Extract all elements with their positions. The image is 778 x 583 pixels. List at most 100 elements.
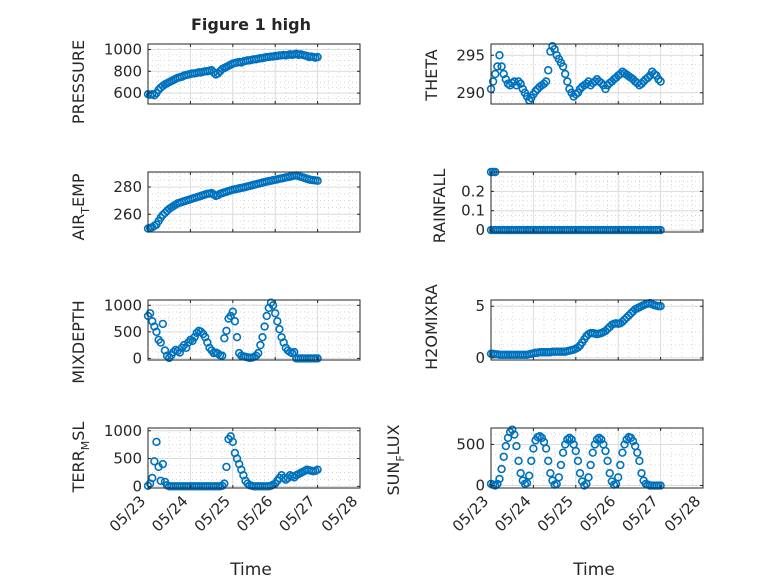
data-point-mixdepth (175, 348, 185, 357)
ylabel-terr-msl: TERRMSL (69, 422, 92, 494)
axes-frame-sun-flux (490, 427, 704, 489)
data-point-mixdepth (218, 351, 227, 360)
data-point-mixdepth (222, 326, 231, 335)
data-point-pressure (313, 52, 322, 62)
data-point-theta (654, 75, 663, 84)
data-point-sun-flux (516, 469, 525, 478)
data-point-mixdepth (152, 327, 161, 337)
data-point-theta (514, 77, 523, 86)
data-point-mixdepth (196, 327, 206, 337)
data-point-terr-msl (218, 481, 227, 490)
data-point-air-temp (313, 176, 322, 185)
ylabel-sun-flux-part2: LUX (384, 424, 403, 455)
data-point-theta (544, 66, 553, 75)
data-point-mixdepth (258, 332, 267, 342)
data-point-mixdepth (256, 340, 265, 350)
y-tick-label: 800 (113, 62, 142, 80)
data-point-h2omixra (620, 315, 629, 324)
data-point-sun-flux (573, 456, 583, 466)
data-point-sun-flux (575, 469, 585, 478)
data-point-terr-msl (150, 457, 159, 466)
data-point-terr-msl (148, 473, 157, 483)
ylabel-sun-flux-part1: SUN (384, 462, 403, 496)
data-point-mixdepth (273, 317, 282, 326)
data-point-sun-flux (603, 456, 612, 466)
data-point-theta (539, 79, 549, 88)
data-point-terr-msl (220, 479, 229, 488)
y-tick-label: 280 (113, 178, 142, 196)
data-point-sun-flux (556, 460, 566, 470)
data-point-sun-flux (601, 446, 610, 456)
data-point-terr-msl (158, 459, 168, 469)
data-point-sun-flux (588, 448, 597, 457)
data-point-mixdepth (262, 311, 271, 321)
data-point-mixdepth (158, 319, 168, 329)
data-point-terr-msl (313, 465, 322, 474)
data-point-mixdepth (271, 309, 280, 318)
y-tick-label: 0 (475, 349, 485, 367)
y-tick-label: 1000 (104, 422, 142, 440)
data-point-terr-msl (222, 462, 231, 472)
y-tick-label: 260 (113, 205, 142, 223)
data-point-sun-flux (560, 440, 570, 449)
ylabel-theta: THETA (422, 49, 441, 101)
data-point-sun-flux (620, 440, 629, 449)
data-point-h2omixra (622, 313, 631, 322)
data-point-sun-flux (527, 456, 536, 466)
data-point-sun-flux (577, 477, 587, 486)
data-point-rainfall (656, 225, 665, 235)
axes-frame-mixdepth (147, 299, 361, 361)
xlabel-left: Time (229, 560, 272, 580)
data-point-pressure (150, 91, 159, 100)
ylabel-mixdepth: MIXDEPTH (69, 300, 88, 383)
data-point-sun-flux (597, 435, 606, 444)
data-point-mixdepth (230, 317, 240, 326)
data-point-sun-flux (512, 441, 521, 451)
data-point-theta (488, 77, 498, 86)
data-point-h2omixra (626, 309, 636, 318)
axes-frame-pressure (147, 43, 361, 105)
data-point-sun-flux (537, 433, 547, 443)
data-point-terr-msl (281, 475, 290, 484)
data-point-h2omixra (573, 343, 583, 352)
data-point-mixdepth (156, 338, 165, 347)
ylabel-air-temp-subscript: T (79, 207, 92, 215)
data-point-theta (563, 77, 572, 86)
data-point-h2omixra (603, 324, 612, 334)
y-tick-label: 5 (475, 297, 485, 315)
xlabel-right: Time (572, 560, 615, 580)
axes-frame-theta (490, 43, 704, 105)
data-point-sun-flux (571, 446, 580, 456)
data-point-sun-flux (637, 469, 646, 478)
y-tick-label: 290 (456, 84, 485, 102)
axes-frame-terr-msl (147, 427, 361, 489)
data-point-theta (560, 69, 570, 79)
data-point-sun-flux (544, 456, 553, 466)
ylabel-air-temp: AIRTEMP (69, 173, 92, 240)
data-point-sun-flux (584, 473, 593, 482)
y-tick-label: 600 (113, 84, 142, 102)
ylabel-air-temp-part1: AIR (69, 214, 88, 241)
data-point-sun-flux (635, 456, 644, 466)
data-point-sun-flux (546, 469, 555, 478)
axes-frame-h2omixra (490, 299, 704, 361)
y-tick-label: 0.2 (461, 182, 485, 200)
panel-h2omixra: 05 (475, 297, 704, 367)
panel-pressure: 600 800 1000 (104, 40, 361, 105)
y-tick-label: 0 (132, 477, 142, 495)
data-point-theta (637, 79, 646, 88)
data-point-sun-flux (524, 471, 534, 480)
y-tick-label: 500 (113, 450, 142, 468)
data-point-sun-flux (529, 444, 538, 453)
data-point-mixdepth (145, 309, 155, 318)
data-point-mixdepth (226, 311, 235, 321)
data-point-mixdepth (254, 348, 263, 358)
data-point-pressure (207, 65, 216, 75)
ylabel-h2omixra: H2OMIXRA (422, 284, 441, 370)
data-point-h2omixra (601, 326, 610, 336)
data-point-terr-msl (228, 437, 238, 447)
ylabel-pressure: PRESSURE (69, 40, 88, 124)
data-point-mixdepth (268, 301, 278, 310)
data-point-mixdepth (232, 332, 242, 342)
